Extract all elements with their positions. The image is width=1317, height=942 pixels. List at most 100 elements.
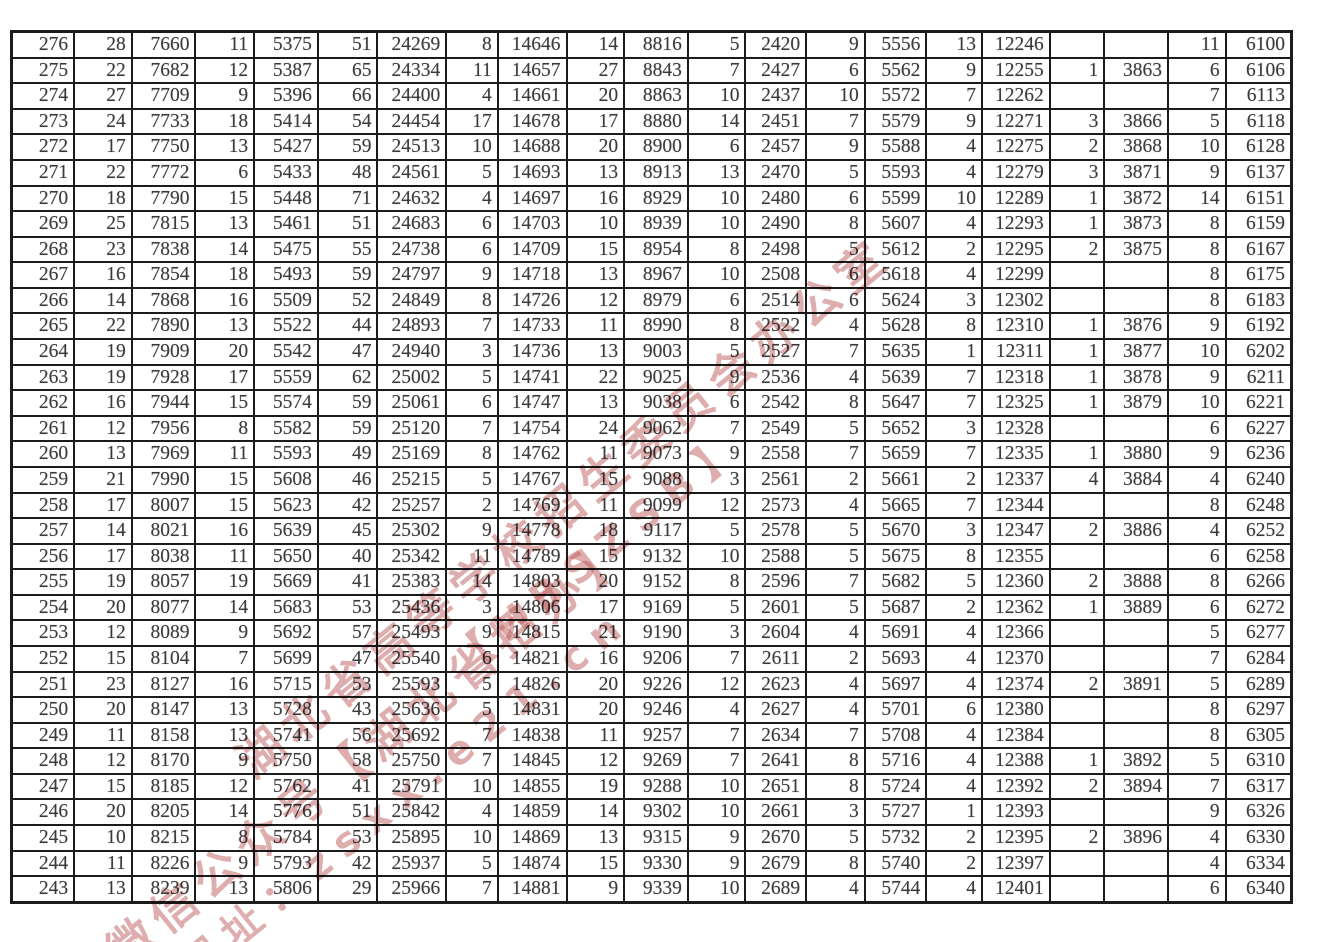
count-cell: 5 (805, 159, 866, 187)
count-cell: 12 (194, 56, 256, 85)
count-cell: 12 (73, 747, 133, 775)
count-cell: 20 (73, 798, 133, 826)
count-cell: 10 (445, 772, 499, 801)
count-cell: 6 (805, 56, 866, 85)
cumulative-cell: 2522 (744, 312, 808, 341)
table-row: 245 10 8215 8 5784 53 25895 10 14869 13 9315 9 2670 5… (10, 824, 1293, 852)
cumulative-cell: 2627 (744, 696, 808, 724)
count-cell: 41 (316, 568, 379, 596)
cumulative-cell: 24632 (376, 184, 448, 213)
count-cell: 5 (1167, 107, 1227, 136)
count-cell: 5 (445, 696, 499, 724)
count-cell: 51 (316, 210, 379, 238)
cumulative-cell: 9062 (623, 414, 689, 443)
count-cell (1048, 619, 1106, 647)
count-cell: 19 (194, 568, 256, 596)
cumulative-cell: 5639 (253, 517, 319, 545)
count-cell: 23 (73, 670, 133, 699)
cumulative-cell: 8089 (130, 619, 197, 647)
count-cell: 14 (194, 235, 256, 264)
table-row: 252 15 8104 7 5699 47 25540 6 14821 16 9206 7 2611 2 5… (10, 644, 1293, 673)
cumulative-cell: 14754 (496, 414, 568, 443)
count-cell: 3 (805, 798, 866, 826)
count-cell: 19 (73, 338, 133, 366)
cumulative-cell: 9246 (623, 696, 689, 724)
count-cell: 8 (1167, 568, 1227, 596)
table-row: 269 25 7815 13 5461 51 24683 6 14703 10 8939 10 2490… (10, 210, 1293, 238)
count-cell: 4 (925, 133, 984, 161)
cumulative-cell: 12335 (981, 440, 1051, 468)
count-cell: 4 (1167, 849, 1227, 878)
count-cell: 9 (686, 363, 747, 392)
cumulative-cell: 8021 (130, 517, 197, 545)
cumulative-cell: 14646 (496, 30, 568, 59)
cumulative-cell: 2634 (744, 721, 808, 750)
count-cell: 11 (565, 721, 626, 750)
cumulative-cell: 9315 (623, 824, 689, 852)
count-cell: 13 (194, 133, 256, 161)
cumulative-cell: 9288 (623, 772, 689, 801)
cumulative-cell: 25636 (376, 696, 448, 724)
count-cell: 14 (445, 568, 499, 596)
count-cell: 22 (73, 159, 133, 187)
cumulative-cell: 5582 (253, 414, 319, 443)
count-cell: 8 (194, 824, 256, 852)
count-cell: 49 (316, 440, 379, 468)
cumulative-cell: 6151 (1224, 184, 1293, 213)
cumulative-cell: 8239 (130, 875, 197, 904)
cumulative-cell: 2689 (744, 875, 808, 904)
cumulative-cell: 14741 (496, 363, 568, 392)
score-cell: 275 (10, 56, 76, 85)
cumulative-cell: 5715 (253, 670, 319, 699)
cumulative-cell: 24454 (376, 107, 448, 136)
cumulative-cell: 3878 (1103, 363, 1170, 392)
table-row: 262 16 7944 15 5574 59 25061 6 14747 13 9038 6 2542 8… (10, 389, 1293, 417)
cumulative-cell: 24738 (376, 235, 448, 264)
count-cell: 7 (925, 440, 984, 468)
cumulative-cell: 14718 (496, 261, 568, 289)
score-cell: 264 (10, 338, 76, 366)
cumulative-cell: 8990 (623, 312, 689, 341)
count-cell: 10 (686, 261, 747, 289)
count-cell: 1 (1048, 210, 1106, 238)
count-cell: 8 (194, 414, 256, 443)
count-cell: 4 (925, 261, 984, 289)
cumulative-cell: 14736 (496, 338, 568, 366)
cumulative-cell: 14688 (496, 133, 568, 161)
cumulative-cell: 14806 (496, 593, 568, 622)
count-cell: 9 (686, 440, 747, 468)
count-cell: 6 (805, 261, 866, 289)
cumulative-cell: 5675 (863, 542, 928, 571)
score-cell: 253 (10, 619, 76, 647)
cumulative-cell: 5716 (863, 747, 928, 775)
count-cell: 13 (194, 210, 256, 238)
cumulative-cell: 25061 (376, 389, 448, 417)
count-cell: 7 (805, 107, 866, 136)
cumulative-cell: 5740 (863, 849, 928, 878)
cumulative-cell: 8205 (130, 798, 197, 826)
cumulative-cell: 12279 (981, 159, 1051, 187)
count-cell: 2 (1048, 772, 1106, 801)
cumulative-cell: 8843 (623, 56, 689, 85)
count-cell: 55 (316, 235, 379, 264)
cumulative-cell: 7956 (130, 414, 197, 443)
cumulative-cell: 12310 (981, 312, 1051, 341)
cumulative-cell: 14826 (496, 670, 568, 699)
cumulative-cell: 25215 (376, 465, 448, 494)
cumulative-cell (1103, 644, 1170, 673)
count-cell (1048, 721, 1106, 750)
score-cell: 246 (10, 798, 76, 826)
count-cell: 1 (1048, 312, 1106, 341)
count-cell: 41 (316, 772, 379, 801)
count-cell: 5 (445, 465, 499, 494)
cumulative-cell: 6297 (1224, 696, 1293, 724)
cumulative-cell: 14838 (496, 721, 568, 750)
count-cell: 4 (925, 721, 984, 750)
cumulative-cell: 5448 (253, 184, 319, 213)
count-cell: 10 (805, 82, 866, 110)
count-cell: 65 (316, 56, 379, 85)
count-cell: 2 (445, 491, 499, 520)
count-cell: 13 (565, 159, 626, 187)
cumulative-cell: 12318 (981, 363, 1051, 392)
count-cell: 10 (1167, 133, 1227, 161)
